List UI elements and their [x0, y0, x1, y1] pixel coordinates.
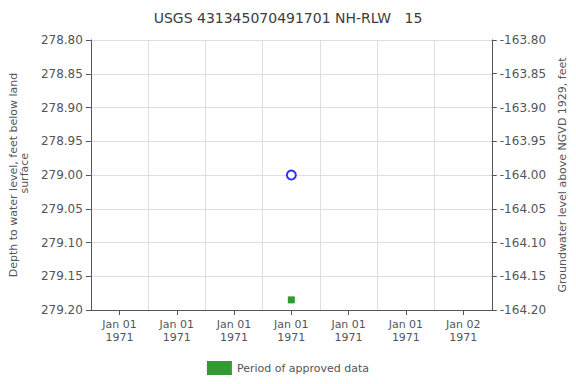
svg-text:278.85: 278.85 [41, 67, 83, 81]
svg-text:Jan 01: Jan 01 [159, 318, 194, 331]
svg-text:278.80: 278.80 [41, 33, 83, 47]
svg-text:-164.00: -164.00 [500, 168, 546, 182]
svg-text:USGS 431345070491701 NH-RLW: USGS 431345070491701 NH-RLW 15 [154, 10, 423, 26]
svg-text:278.95: 278.95 [41, 134, 83, 148]
svg-text:1971: 1971 [392, 331, 420, 344]
svg-text:Depth to water level, feet bel: Depth to water level, feet below land [7, 72, 20, 278]
svg-text:surface: surface [18, 153, 31, 197]
svg-text:Jan 02: Jan 02 [445, 318, 480, 331]
svg-text:-163.80: -163.80 [500, 33, 546, 47]
svg-text:Groundwater level above NGVD 1: Groundwater level above NGVD 1929, feet [556, 57, 569, 293]
svg-text:1971: 1971 [106, 331, 134, 344]
svg-text:-164.05: -164.05 [500, 202, 546, 216]
svg-text:Jan 01: Jan 01 [216, 318, 251, 331]
svg-text:1971: 1971 [220, 331, 248, 344]
svg-text:1971: 1971 [163, 331, 191, 344]
svg-text:-164.20: -164.20 [500, 303, 546, 317]
svg-text:279.20: 279.20 [41, 303, 83, 317]
svg-text:-164.15: -164.15 [500, 269, 546, 283]
svg-text:1971: 1971 [449, 331, 477, 344]
svg-text:1971: 1971 [335, 331, 363, 344]
svg-text:279.00: 279.00 [41, 168, 83, 182]
svg-text:-164.10: -164.10 [500, 236, 546, 250]
svg-text:-163.90: -163.90 [500, 101, 546, 115]
svg-text:278.90: 278.90 [41, 101, 83, 115]
svg-text:Jan 01: Jan 01 [101, 318, 136, 331]
svg-text:1971: 1971 [277, 331, 305, 344]
svg-text:Jan 01: Jan 01 [388, 318, 423, 331]
svg-text:279.10: 279.10 [41, 236, 83, 250]
svg-text:Jan 01: Jan 01 [330, 318, 365, 331]
svg-text:-163.85: -163.85 [500, 67, 546, 81]
svg-text:279.05: 279.05 [41, 202, 83, 216]
svg-text:-163.95: -163.95 [500, 134, 546, 148]
svg-text:Period of approved data: Period of approved data [237, 362, 369, 375]
svg-text:Jan 01: Jan 01 [273, 318, 308, 331]
svg-text:279.15: 279.15 [41, 269, 83, 283]
